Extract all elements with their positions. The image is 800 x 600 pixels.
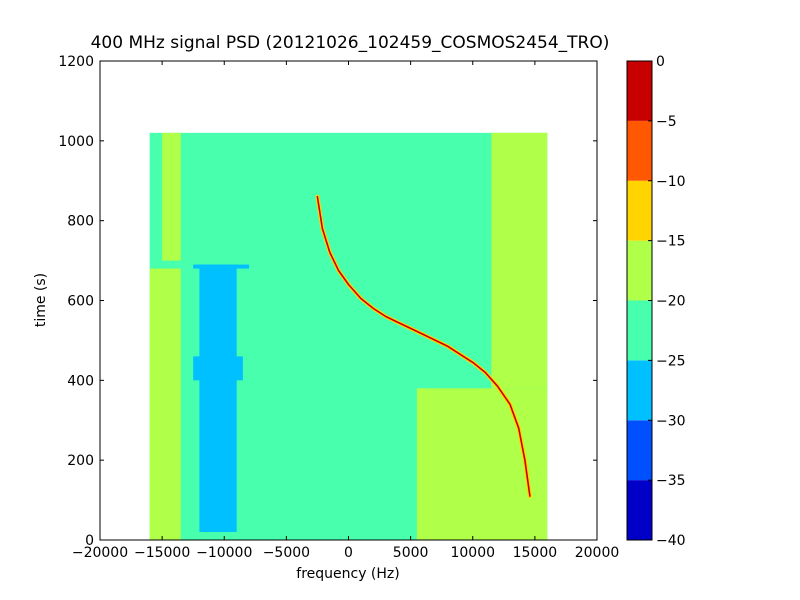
colorbar-tick-label: −20 [656,294,686,310]
y-axis-label: time (s) [33,273,49,327]
x-tick-label: 15000 [513,545,558,561]
colorbar-segment-5 [627,180,652,241]
colorbar-tick-label: −35 [656,473,686,489]
y-tick-label: 400 [67,373,94,389]
colorbar-tick-label: 0 [656,54,665,70]
heatmap-region-3 [416,388,548,540]
colorbar-tick-label: −25 [656,353,686,369]
colorbar-segment-2 [627,360,652,421]
x-tick-label: −5000 [263,545,310,561]
y-tick-label: 200 [67,453,94,469]
y-tick-label: 1200 [58,54,94,70]
colorbar-segment-1 [627,420,652,481]
heatmap-region-4 [491,132,548,389]
heatmap-region-7 [193,264,250,269]
heatmap-region-5 [199,264,237,533]
y-tick-label: 0 [85,533,94,549]
x-tick-label: 10000 [450,545,495,561]
x-tick-label: 20000 [575,545,620,561]
y-tick-label: 800 [67,214,94,230]
colorbar-segment-7 [627,61,652,121]
x-tick-label: 0 [344,545,353,561]
chart-title: 400 MHz signal PSD (20121026_102459_COSM… [91,33,610,53]
colorbar: 0 −5 −10 −15 −20 −25 −30 −35 −40 [626,54,686,549]
colorbar-segment-0 [627,480,652,540]
colorbar-tick-label: −15 [656,234,686,250]
colorbar-tick-label: −10 [656,174,686,190]
heatmap-region-6 [193,356,243,381]
heatmap-region-2 [162,132,181,261]
colorbar-tick-label: −5 [656,114,677,130]
x-tick-label: −20000 [72,545,128,561]
x-axis-label: frequency (Hz) [296,566,399,582]
x-tick-label: −15000 [134,545,190,561]
colorbar-tick-label: −40 [656,533,686,549]
colorbar-segment-6 [627,120,652,181]
colorbar-tick-label: −30 [656,413,686,429]
x-tick-label: 5000 [393,545,429,561]
signal-trace [316,195,531,497]
plot-area: −20000 −15000 −10000 −5000 0 5000 10000 15000 20… [58,54,619,561]
y-tick-label: 600 [67,294,94,310]
colorbar-segment-4 [627,240,652,301]
y-tick-label: 1000 [58,134,94,150]
x-tick-label: −10000 [196,545,252,561]
colorbar-segment-3 [627,300,652,361]
heatmap-region-1 [149,268,181,540]
